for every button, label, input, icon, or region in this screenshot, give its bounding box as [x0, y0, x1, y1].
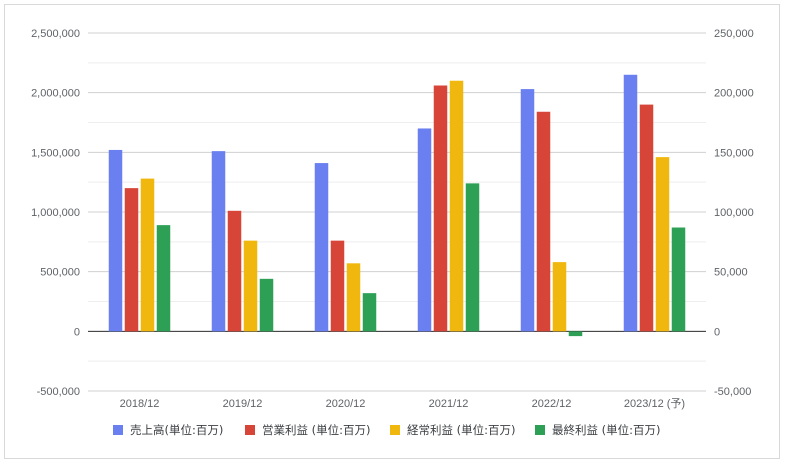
bar[interactable] — [140, 178, 155, 332]
legend-swatch[interactable] — [245, 425, 255, 435]
bar[interactable] — [243, 240, 258, 332]
y-axis-right: -50,000 0 50,000 100,000 150,000 200,000 250,0… — [714, 28, 754, 398]
bar[interactable] — [623, 74, 638, 332]
y-left-tick-label: 500,000 — [40, 267, 80, 279]
y-right-tick-label: 50,000 — [714, 267, 748, 279]
bar[interactable] — [330, 240, 345, 332]
bar[interactable] — [124, 188, 139, 332]
bar[interactable] — [536, 111, 551, 332]
bar[interactable] — [346, 263, 361, 332]
legend-swatch[interactable] — [535, 425, 545, 435]
bar[interactable] — [520, 89, 535, 332]
y-left-tick-label: 0 — [74, 326, 80, 338]
bar[interactable] — [314, 163, 329, 332]
y-left-tick-label: 1,000,000 — [31, 207, 80, 219]
x-axis: 2018/12 2019/12 2020/12 2021/12 2022/12 2023/… — [120, 397, 685, 410]
y-right-tick-label: -50,000 — [714, 386, 751, 398]
legend-label[interactable]: 最終利益 (単位:百万) — [552, 423, 661, 437]
bar[interactable] — [671, 227, 686, 332]
x-tick-label: 2023/12 (予) — [624, 397, 685, 410]
x-tick-label: 2019/12 — [223, 398, 263, 410]
legend-swatch[interactable] — [390, 425, 400, 435]
y-right-tick-label: 100,000 — [714, 207, 754, 219]
y-left-tick-label: 2,500,000 — [31, 28, 80, 40]
y-left-tick-label: 1,500,000 — [31, 147, 80, 159]
y-left-tick-label: -500,000 — [37, 386, 80, 398]
bar[interactable] — [211, 151, 226, 332]
x-tick-label: 2021/12 — [429, 398, 469, 410]
legend-label[interactable]: 営業利益 (単位:百万) — [262, 423, 371, 437]
bar[interactable] — [259, 278, 274, 332]
y-left-tick-label: 2,000,000 — [31, 88, 80, 100]
legend[interactable]: 売上高(単位:百万) 営業利益 (単位:百万) 経常利益 (単位:百万) 最終利益 (… — [113, 423, 661, 437]
x-tick-label: 2020/12 — [326, 398, 366, 410]
y-right-tick-label: 200,000 — [714, 88, 754, 100]
x-tick-label: 2018/12 — [120, 398, 160, 410]
bars — [108, 74, 686, 337]
bar[interactable] — [639, 104, 654, 332]
bar[interactable] — [655, 157, 670, 332]
y-right-tick-label: 150,000 — [714, 147, 754, 159]
bar[interactable] — [568, 331, 583, 337]
y-right-tick-label: 0 — [714, 326, 720, 338]
bar[interactable] — [417, 128, 432, 332]
y-axis-left: -500,000 0 500,000 1,000,000 1,500,000 2,000,… — [31, 28, 80, 398]
legend-label[interactable]: 経常利益 (単位:百万) — [407, 423, 516, 437]
bar[interactable] — [552, 262, 567, 332]
bar[interactable] — [156, 225, 171, 332]
grid-lines — [88, 32, 706, 392]
x-tick-label: 2022/12 — [532, 398, 572, 410]
bar[interactable] — [465, 183, 480, 332]
bar[interactable] — [362, 293, 377, 332]
legend-label[interactable]: 売上高(単位:百万) — [130, 423, 223, 437]
bar[interactable] — [227, 210, 242, 332]
bar[interactable] — [108, 149, 123, 332]
y-right-tick-label: 250,000 — [714, 28, 754, 40]
legend-swatch[interactable] — [113, 425, 123, 435]
bar[interactable] — [449, 80, 464, 332]
bar[interactable] — [433, 85, 448, 332]
